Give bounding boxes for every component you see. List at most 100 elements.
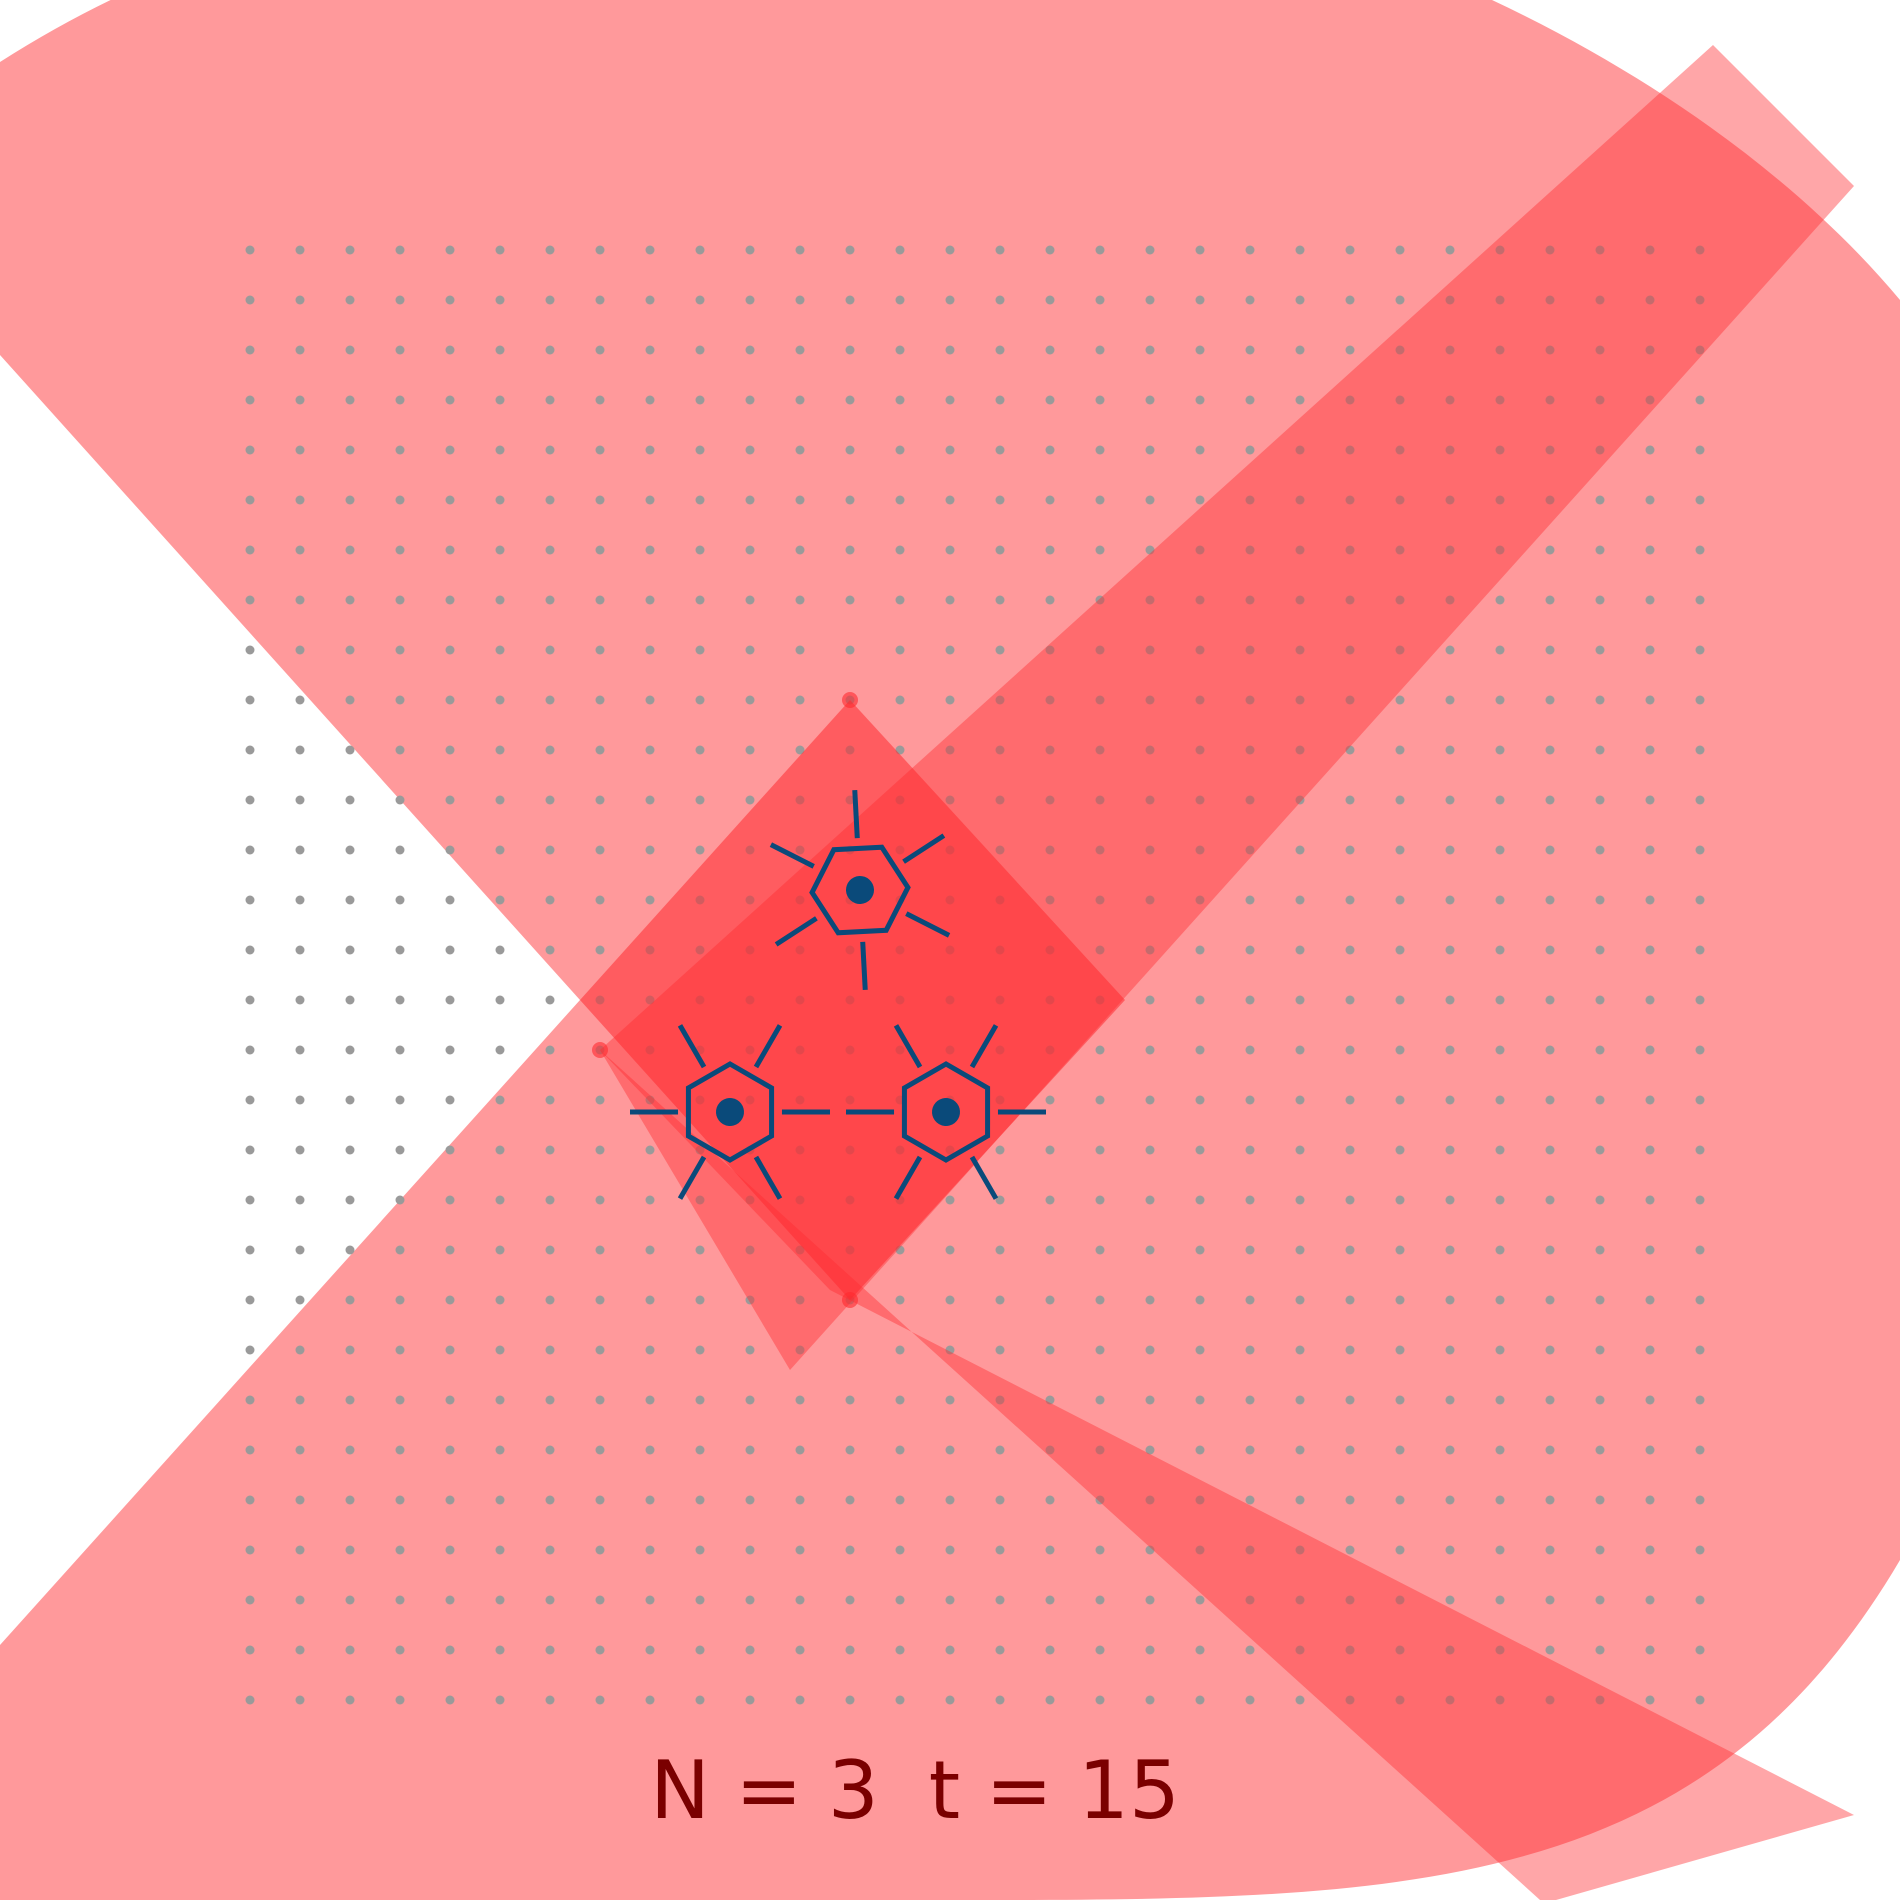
grid-dot: [1395, 545, 1405, 555]
grid-dot: [945, 395, 955, 405]
grid-dot: [695, 1345, 705, 1355]
grid-dot: [1395, 1095, 1405, 1105]
grid-dot: [1495, 1245, 1505, 1255]
grid-dot: [1445, 445, 1455, 455]
grid-dot: [1445, 295, 1455, 305]
grid-dot: [995, 1195, 1005, 1205]
grid-dot: [1545, 595, 1555, 605]
grid-dot: [1195, 845, 1205, 855]
grid-dot: [395, 795, 405, 805]
grid-dot: [945, 295, 955, 305]
grid-dot: [1095, 1295, 1105, 1305]
grid-dot: [495, 395, 505, 405]
grid-dot: [245, 345, 255, 355]
grid-dot: [1145, 545, 1155, 555]
grid-dot: [1545, 545, 1555, 555]
grid-dot: [1045, 295, 1055, 305]
grid-dot: [595, 895, 605, 905]
grid-dot: [1395, 245, 1405, 255]
grid-dot: [795, 1445, 805, 1455]
grid-dot: [1445, 1645, 1455, 1655]
grid-dot: [1195, 1145, 1205, 1155]
grid-dot: [945, 1195, 955, 1205]
agent-spoke: [753, 1155, 783, 1200]
grid-dot: [1495, 1445, 1505, 1455]
grid-dot: [245, 1195, 255, 1205]
grid-dot: [495, 995, 505, 1005]
grid-dot: [595, 1495, 605, 1505]
grid-dot: [795, 595, 805, 605]
grid-dot: [545, 845, 555, 855]
grid-dot: [1495, 295, 1505, 305]
grid-dot: [745, 695, 755, 705]
grid-dot: [545, 1595, 555, 1605]
grid-dot: [1645, 1295, 1655, 1305]
grid-dot: [395, 745, 405, 755]
grid-dot: [1445, 1595, 1455, 1605]
grid-dot: [1595, 645, 1605, 655]
grid-dot: [1495, 1095, 1505, 1105]
agent-spoke: [781, 1109, 830, 1115]
grid-dot: [495, 1695, 505, 1705]
grid-dot: [1695, 345, 1705, 355]
grid-dot: [895, 595, 905, 605]
grid-dot: [495, 945, 505, 955]
grid-dot: [395, 1045, 405, 1055]
grid-dot: [1245, 1595, 1255, 1605]
grid-dot: [295, 1245, 305, 1255]
grid-dot: [1545, 1445, 1555, 1455]
grid-dot: [245, 1695, 255, 1705]
grid-dot: [1695, 795, 1705, 805]
grid-dot: [1695, 595, 1705, 605]
grid-dot: [1695, 1645, 1705, 1655]
grid-dot: [1395, 845, 1405, 855]
grid-dot: [695, 1195, 705, 1205]
grid-dot: [295, 1295, 305, 1305]
grid-dot: [345, 595, 355, 605]
grid-dot: [1345, 1645, 1355, 1655]
grid-dot: [1245, 1695, 1255, 1705]
grid-dot: [1245, 1195, 1255, 1205]
grid-dot: [1295, 995, 1305, 1005]
grid-dot: [645, 1095, 655, 1105]
grid-dot: [1245, 695, 1255, 705]
grid-dot: [1045, 395, 1055, 405]
grid-dot: [1345, 995, 1355, 1005]
grid-dot: [1145, 995, 1155, 1005]
grid-dot: [1595, 895, 1605, 905]
grid-dot: [1645, 295, 1655, 305]
grid-dot: [845, 495, 855, 505]
grid-dot: [1645, 345, 1655, 355]
grid-dot: [295, 445, 305, 455]
grid-dot: [495, 895, 505, 905]
grid-dot: [895, 1545, 905, 1555]
grid-dot: [1595, 1395, 1605, 1405]
grid-dot: [345, 1495, 355, 1505]
grid-dot: [995, 545, 1005, 555]
grid-dot: [1045, 745, 1055, 755]
grid-dot: [1145, 745, 1155, 755]
grid-dot: [1445, 745, 1455, 755]
grid-dot: [545, 995, 555, 1005]
grid-dot: [1645, 1095, 1655, 1105]
grid-dot: [645, 1245, 655, 1255]
grid-dot: [1345, 395, 1355, 405]
grid-dot: [1695, 1145, 1705, 1155]
grid-dot: [245, 1595, 255, 1605]
grid-dot: [1695, 1195, 1705, 1205]
grid-dot: [1045, 245, 1055, 255]
grid-dot: [1495, 1145, 1505, 1155]
grid-dot: [1695, 1495, 1705, 1505]
grid-dot: [995, 1595, 1005, 1605]
grid-dot: [645, 495, 655, 505]
grid-dot: [295, 945, 305, 955]
grid-dot: [795, 1245, 805, 1255]
grid-dot: [695, 695, 705, 705]
grid-dot: [1095, 1445, 1105, 1455]
grid-dot: [245, 895, 255, 905]
grid-dot: [445, 995, 455, 1005]
grid-dot: [245, 1095, 255, 1105]
grid-dot: [1395, 1295, 1405, 1305]
grid-dot: [695, 745, 705, 755]
grid-dot: [345, 895, 355, 905]
